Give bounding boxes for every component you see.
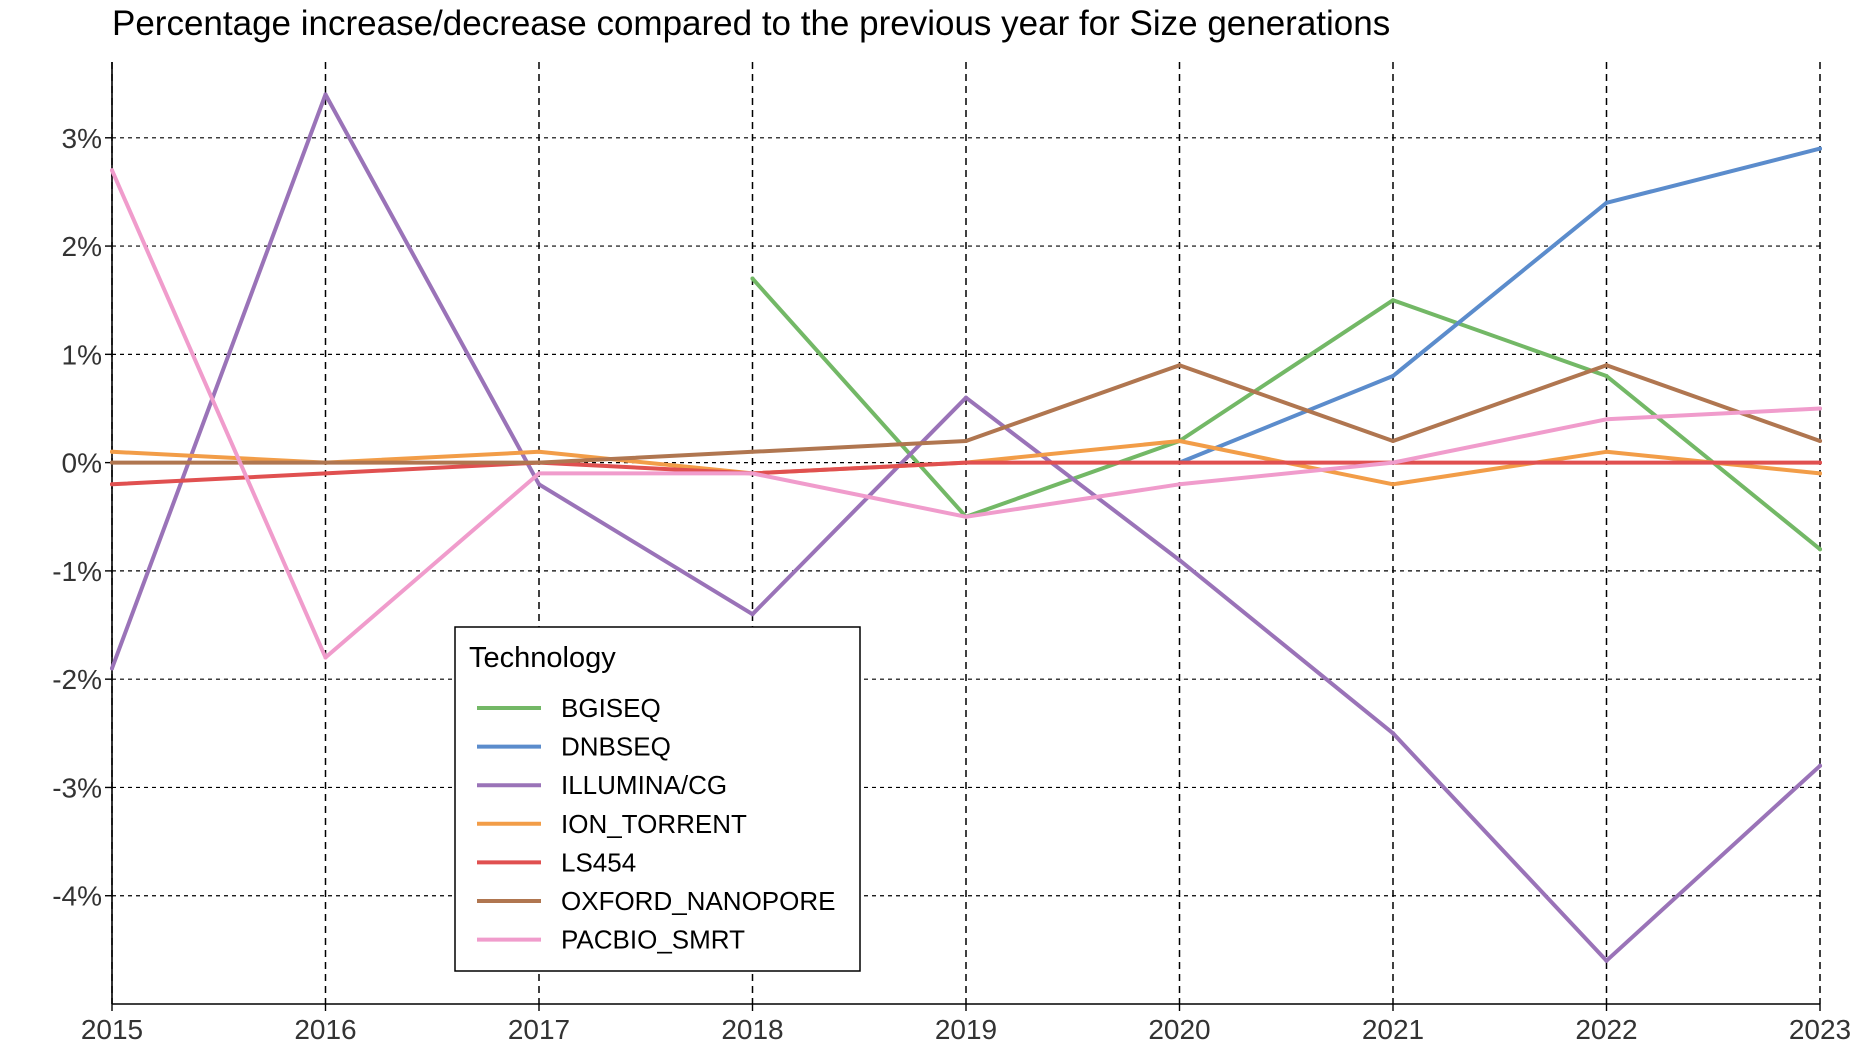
data-point-bgiseq-2021 [1391, 298, 1395, 303]
data-point-illumina-cg-2022 [1604, 958, 1609, 963]
data-point-oxford-nanopore-2021 [1391, 438, 1395, 443]
legend-label-bgiseq: BGISEQ [561, 693, 661, 723]
y-tick-label-2: 1% [62, 339, 102, 370]
data-point-oxford-nanopore-2018 [750, 449, 755, 454]
x-tick-label-0: 2015 [81, 1014, 143, 1045]
data-point-bgiseq-2018 [750, 276, 755, 281]
data-point-ls454-2023 [1818, 460, 1822, 465]
x-tick-label-3: 2018 [721, 1014, 783, 1045]
data-point-dnbseq-2022 [1604, 200, 1609, 205]
series-line-bgiseq [750, 276, 1822, 552]
data-point-illumina-cg-2015 [110, 666, 114, 671]
data-point-pacbio-smrt-2019 [964, 514, 968, 519]
data-point-pacbio-smrt-2021 [1391, 460, 1395, 465]
chart-title: Percentage increase/decrease compared to… [112, 4, 1391, 43]
x-tick-label-4: 2019 [935, 1014, 997, 1045]
y-tick-label-4: -1% [52, 556, 102, 587]
data-point-ion-torrent-2021 [1391, 482, 1395, 487]
x-tick-label-8: 2023 [1789, 1014, 1851, 1045]
x-tick-label-7: 2022 [1575, 1014, 1637, 1045]
data-point-pacbio-smrt-2015 [110, 168, 114, 173]
data-point-oxford-nanopore-2019 [964, 438, 968, 443]
data-point-ls454-2019 [964, 460, 968, 465]
data-point-illumina-cg-2023 [1818, 763, 1822, 768]
y-tick-label-1: 2% [62, 231, 102, 262]
data-point-illumina-cg-2021 [1391, 731, 1395, 736]
legend-label-illumina-cg: ILLUMINA/CG [561, 770, 727, 800]
y-tick-label-3: 0% [62, 448, 102, 479]
legend-label-ion-torrent: ION_TORRENT [561, 809, 747, 839]
data-point-pacbio-smrt-2016 [323, 655, 328, 660]
legend-box [454, 626, 861, 972]
data-point-pacbio-smrt-2020 [1177, 482, 1182, 487]
series-line-dnbseq [1177, 146, 1822, 465]
data-point-ls454-2020 [1177, 460, 1182, 465]
data-point-bgiseq-2022 [1604, 374, 1609, 378]
data-point-pacbio-smrt-2023 [1818, 406, 1822, 411]
data-point-dnbseq-2023 [1818, 146, 1822, 151]
legend-title: Technology [469, 642, 616, 674]
x-tick-label-6: 2021 [1362, 1014, 1424, 1045]
x-tick-label-1: 2016 [294, 1014, 356, 1045]
data-point-ion-torrent-2022 [1604, 449, 1609, 454]
x-tick-label-5: 2020 [1148, 1014, 1210, 1045]
data-point-ion-torrent-2017 [537, 449, 541, 454]
data-point-illumina-cg-2018 [750, 612, 755, 617]
data-point-ion-torrent-2023 [1818, 471, 1822, 476]
x-tick-label-2: 2017 [508, 1014, 570, 1045]
data-point-ls454-2022 [1604, 460, 1609, 465]
legend-label-dnbseq: DNBSEQ [561, 732, 671, 762]
data-point-pacbio-smrt-2022 [1604, 417, 1609, 422]
y-tick-label-7: -4% [52, 881, 102, 912]
y-tick-label-0: 3% [62, 123, 102, 154]
data-point-illumina-cg-2017 [537, 482, 541, 487]
data-point-illumina-cg-2016 [323, 92, 328, 97]
data-point-pacbio-smrt-2018 [750, 471, 755, 476]
data-point-illumina-cg-2020 [1177, 558, 1182, 563]
data-point-oxford-nanopore-2020 [1177, 363, 1182, 368]
data-point-dnbseq-2021 [1391, 374, 1395, 378]
data-point-oxford-nanopore-2015 [110, 460, 114, 465]
data-point-ion-torrent-2015 [110, 449, 114, 454]
y-tick-label-5: -2% [52, 664, 102, 695]
data-point-bgiseq-2023 [1818, 547, 1822, 552]
legend-label-oxford-nanopore: OXFORD_NANOPORE [561, 886, 836, 916]
legend: Technology BGISEQ DNBSEQ ILLUMINA/CG ION_TOR… [454, 626, 861, 972]
data-point-oxford-nanopore-2023 [1818, 438, 1822, 443]
data-point-pacbio-smrt-2017 [537, 471, 541, 476]
y-tick-label-6: -3% [52, 772, 102, 803]
data-point-illumina-cg-2019 [964, 395, 968, 400]
data-point-ion-torrent-2020 [1177, 438, 1182, 443]
data-point-oxford-nanopore-2017 [537, 460, 541, 465]
legend-label-pacbio-smrt: PACBIO_SMRT [561, 925, 745, 955]
data-point-oxford-nanopore-2022 [1604, 363, 1609, 368]
data-point-ls454-2016 [323, 471, 328, 476]
legend-label-ls454: LS454 [561, 847, 636, 877]
data-point-ls454-2015 [110, 482, 114, 487]
data-point-oxford-nanopore-2016 [323, 460, 328, 465]
